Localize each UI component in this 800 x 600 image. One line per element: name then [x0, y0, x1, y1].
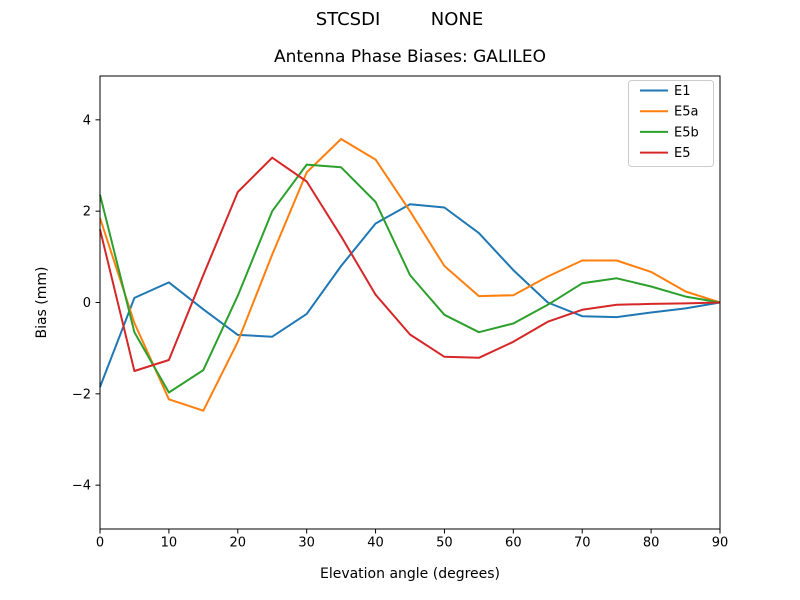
x-tick-label: 90: [712, 536, 729, 551]
x-tick-label: 10: [161, 536, 178, 551]
x-tick-label: 0: [96, 536, 104, 551]
series-line-E5: [99, 156, 721, 372]
suptitle-left: STCSDI: [316, 9, 381, 30]
x-tick-label: 20: [230, 536, 247, 551]
y-tick-label: 4: [83, 113, 91, 128]
x-tick-label: 50: [436, 536, 453, 551]
x-tick-label: 70: [574, 536, 591, 551]
suptitle-right: NONE: [431, 9, 483, 30]
series-line-E5a: [99, 138, 721, 412]
x-tick-label: 80: [643, 536, 660, 551]
y-tick-label: 2: [83, 205, 91, 220]
series-line-E1: [99, 203, 721, 388]
x-axis-label: Elevation angle (degrees): [320, 566, 500, 582]
y-tick-label: −2: [72, 387, 91, 402]
legend-box: [628, 80, 714, 167]
x-tick-label: 40: [367, 536, 384, 551]
legend-label-E5: E5: [674, 146, 691, 161]
x-tick-label: 30: [298, 536, 315, 551]
series-line-E5b: [99, 163, 721, 394]
y-tick-label: 0: [83, 296, 91, 311]
y-axis-label: Bias (mm): [34, 266, 50, 338]
legend-label-E1: E1: [674, 84, 691, 99]
legend-label-E5a: E5a: [674, 105, 698, 120]
plot-border: [99, 75, 721, 530]
y-tick-label: −4: [72, 479, 91, 494]
legend-label-E5b: E5b: [674, 125, 699, 140]
x-tick-label: 60: [505, 536, 522, 551]
plot-area: 0 10 20 30 40 50 60 70 80 90 −4 −2 0 2 4 E1 E5a E5b E5: [72, 75, 729, 551]
chart-title: Antenna Phase Biases: GALILEO: [274, 47, 546, 67]
